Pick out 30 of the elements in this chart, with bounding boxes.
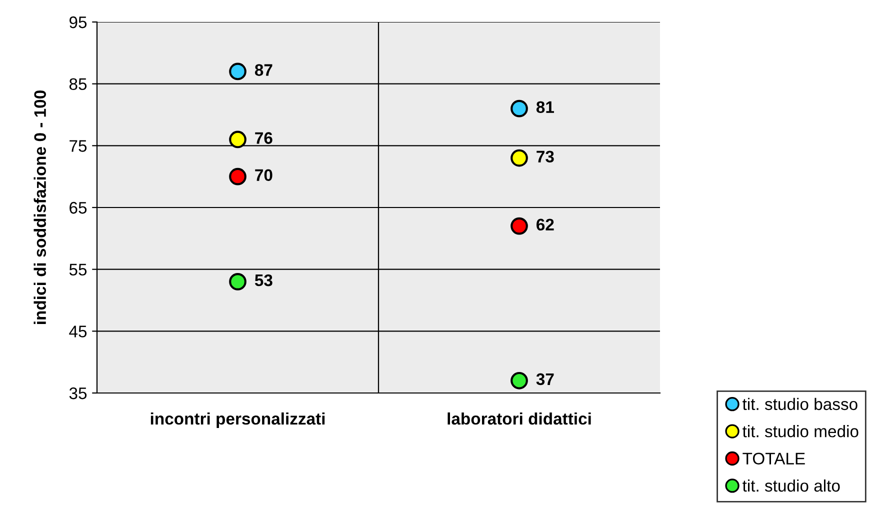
y-tick-label: 45 bbox=[69, 326, 87, 338]
y-axis-title: indici di soddisfazione 0 - 100 bbox=[34, 90, 46, 324]
y-tick-label: 35 bbox=[69, 387, 87, 400]
x-tick-label: laboratori didattici bbox=[448, 412, 591, 425]
y-tick-label: 75 bbox=[70, 140, 87, 152]
data-label: 70 bbox=[255, 169, 272, 182]
point bbox=[229, 273, 246, 290]
point bbox=[229, 130, 246, 148]
y-tick-label: 65 bbox=[70, 202, 87, 214]
x-tick-label: incontri personalizzati bbox=[150, 412, 325, 428]
data-label: 53 bbox=[254, 274, 272, 286]
legend-label: tit. studio medio bbox=[742, 425, 858, 438]
data-label: 87 bbox=[254, 64, 272, 76]
point bbox=[510, 372, 528, 390]
point bbox=[510, 149, 528, 167]
data-label: 76 bbox=[255, 132, 272, 144]
point bbox=[510, 217, 528, 235]
legend-label: TOTALE bbox=[742, 452, 805, 465]
data-label: 73 bbox=[536, 150, 554, 163]
data-label: 62 bbox=[536, 218, 554, 231]
point bbox=[510, 100, 528, 118]
y-tick-label: 55 bbox=[69, 264, 87, 276]
y-tick-label: 95 bbox=[70, 16, 87, 28]
data-label: 81 bbox=[536, 101, 554, 114]
point bbox=[229, 168, 246, 186]
data-label: 37 bbox=[536, 373, 554, 386]
legend-label: tit. studio alto bbox=[742, 479, 840, 492]
y-tick-label: 85 bbox=[69, 78, 87, 90]
point bbox=[229, 62, 246, 80]
legend-label: tit. studio basso bbox=[742, 398, 858, 410]
